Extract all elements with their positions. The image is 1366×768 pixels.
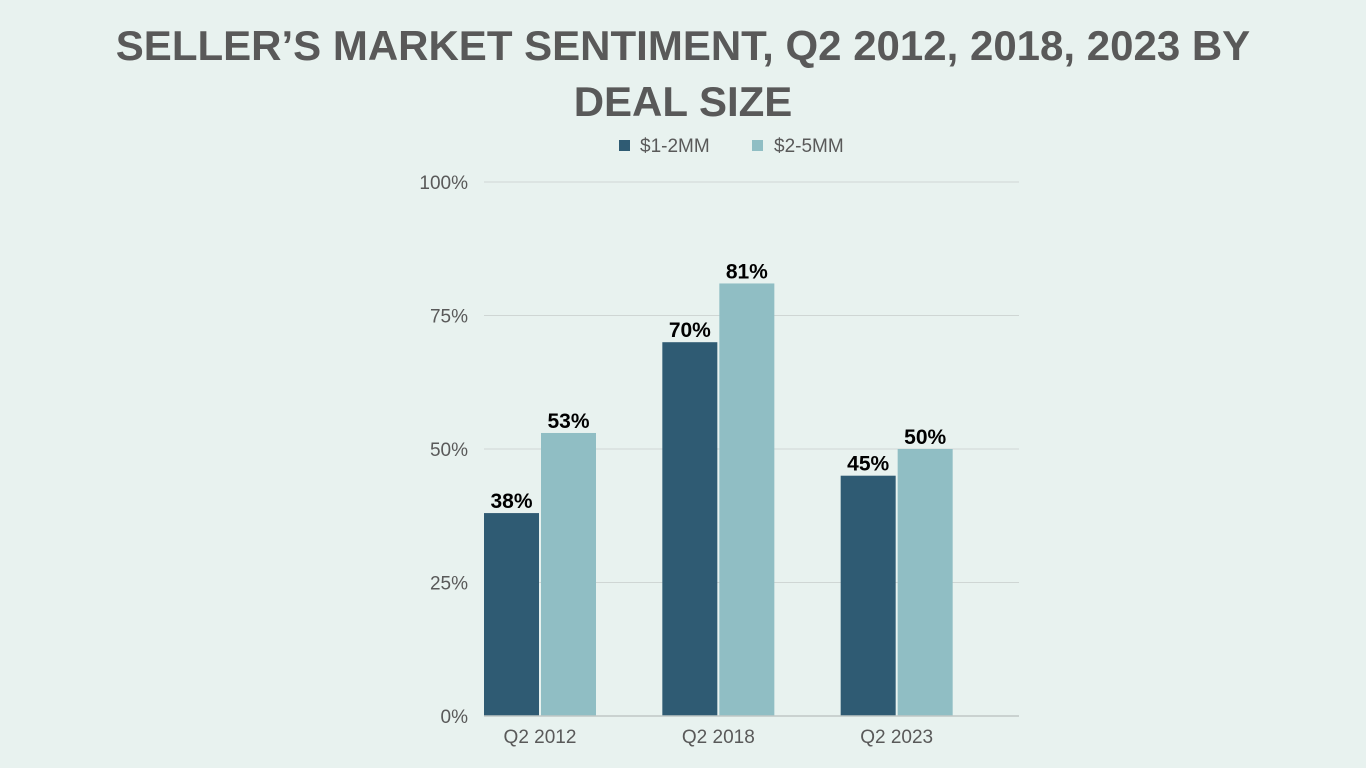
legend-swatch-1 [752, 140, 763, 151]
data-label-0-1: 70% [669, 319, 711, 342]
legend-label-1: $2-5MM [774, 136, 844, 157]
bar-1-2 [897, 449, 953, 716]
y-tick-label-50: 50% [430, 440, 468, 461]
data-label-0-2: 45% [847, 453, 889, 476]
y-tick-label-0: 0% [441, 707, 469, 728]
y-tick-label-100: 100% [419, 173, 468, 194]
data-label-1-2: 50% [904, 426, 946, 449]
y-tick-label-75: 75% [430, 307, 468, 328]
data-label-1-0: 53% [547, 410, 589, 433]
chart-title-line-1: SELLER’S MARKET SENTIMENT, Q2 2012, 2018… [115, 22, 1251, 69]
x-tick-label-2: Q2 2023 [860, 727, 933, 748]
y-tick-label-25: 25% [430, 574, 468, 595]
chart-title: SELLER’S MARKET SENTIMENT, Q2 2012, 2018… [0, 18, 1366, 130]
x-tick-label-0: Q2 2012 [504, 727, 577, 748]
data-label-0-0: 38% [490, 490, 532, 513]
chart-title-line-2: DEAL SIZE [573, 78, 793, 125]
bar-1-0 [541, 432, 596, 716]
bar-1-1 [719, 283, 775, 716]
x-tick-label-1: Q2 2018 [682, 727, 755, 748]
data-label-1-1: 81% [726, 260, 768, 283]
bar-0-1 [662, 342, 718, 716]
bar-0-2 [840, 475, 896, 716]
legend-label-0: $1-2MM [640, 136, 710, 157]
bar-0-0 [484, 513, 539, 716]
legend-swatch-0 [619, 140, 630, 151]
